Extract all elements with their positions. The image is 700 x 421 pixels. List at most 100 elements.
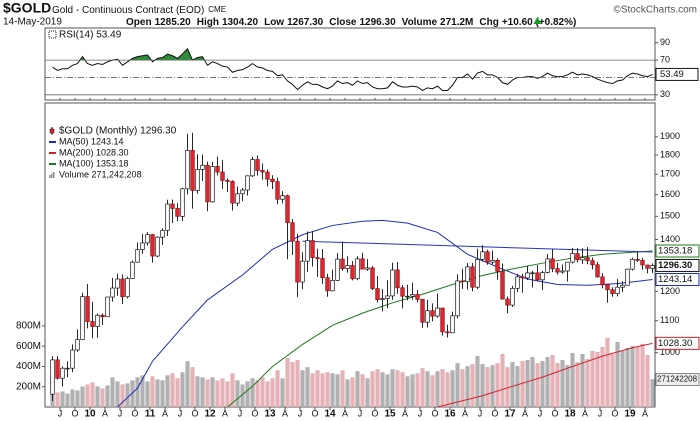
candle-body: [225, 180, 230, 182]
volume-bar: [545, 357, 550, 407]
candle-body: [80, 296, 85, 340]
volume-bar: [255, 380, 260, 407]
volume-bar: [400, 372, 405, 407]
x-tick-label: 17: [504, 409, 516, 420]
rsi-overbought-fill: [80, 48, 205, 61]
volume-bar: [160, 380, 165, 407]
candle-body: [110, 287, 115, 298]
volume-last-box: [655, 373, 700, 387]
legend-label: MA(50) 1243.14: [59, 136, 124, 146]
volume-bar: [465, 366, 470, 407]
volume-bar: [135, 377, 140, 407]
volume-bar: [615, 341, 620, 407]
candle-body: [210, 166, 215, 203]
volume-bar: [95, 386, 100, 407]
candle-body: [480, 251, 485, 260]
x-tick-label: A: [222, 408, 228, 418]
volume-bar: [650, 379, 655, 407]
candle-body: [415, 294, 420, 300]
y-tick-label: 1500: [660, 211, 680, 221]
x-tick-label: O: [431, 408, 438, 418]
x-tick-label: A: [162, 408, 168, 418]
candle-body: [320, 258, 325, 279]
candle-body: [180, 188, 185, 217]
volume-bar: [280, 378, 285, 407]
volume-bar: [325, 372, 330, 407]
x-tick-label: 15: [384, 409, 396, 420]
candle-body: [250, 159, 255, 177]
candle-body: [245, 175, 250, 191]
volume-bar: [365, 378, 370, 407]
trendline: [302, 240, 653, 253]
candle-body: [125, 278, 130, 298]
volume-bar: [140, 375, 145, 407]
x-tick-label: O: [551, 408, 558, 418]
volume-bar: [290, 362, 295, 407]
candle-body: [405, 295, 410, 298]
moving-average: [117, 219, 653, 407]
candle-body: [280, 195, 285, 200]
x-tick-label: O: [131, 408, 138, 418]
volume-bar: [305, 367, 310, 407]
candle-body: [380, 298, 385, 300]
volume-bar: [85, 384, 90, 407]
volume-bar: [165, 375, 170, 407]
x-tick-label: A: [402, 408, 408, 418]
candle-body: [290, 222, 295, 242]
legend-label: MA(100) 1353.18: [59, 158, 129, 168]
volume-bar: [610, 354, 615, 407]
volume-bar: [410, 374, 415, 407]
volume-bar: [235, 380, 240, 407]
volume-bar: [80, 386, 85, 407]
x-tick-label: 10: [84, 409, 96, 420]
x-tick-label: J: [238, 408, 243, 418]
candle-body: [145, 234, 150, 244]
candle-body: [235, 193, 240, 204]
candle-body: [385, 295, 390, 299]
volume-bar: [300, 370, 305, 407]
candle-body: [495, 260, 500, 272]
x-tick-label: J: [178, 408, 183, 418]
candle-body: [490, 260, 495, 263]
candle-body: [270, 178, 275, 182]
volume-bar: [495, 363, 500, 407]
y-tick-label: 1700: [660, 169, 680, 179]
candle-body: [620, 284, 625, 288]
volume-bar: [600, 347, 605, 407]
volume-bar: [525, 360, 530, 407]
x-tick-label: J: [538, 408, 543, 418]
candle-body: [610, 289, 615, 295]
volume-bar: [490, 365, 495, 407]
candle-body: [590, 260, 595, 266]
volume-bar: [640, 343, 645, 407]
candle-body: [430, 310, 435, 317]
volume-bar: [385, 374, 390, 407]
volume-bar: [230, 373, 235, 407]
volume-bar: [200, 377, 205, 407]
rsi-y-tick-label: 30: [660, 89, 670, 99]
candle-body: [460, 280, 465, 283]
candle-body: [215, 166, 220, 173]
candle-body: [515, 276, 520, 289]
stat-label: Low: [264, 17, 284, 28]
candle-body: [585, 257, 590, 261]
candle-body: [60, 367, 65, 379]
candle-body: [615, 286, 620, 295]
candle-body: [100, 314, 105, 318]
volume-bar: [295, 360, 300, 407]
candle-body: [640, 260, 645, 266]
candle-body: [425, 310, 430, 323]
candle-body: [410, 294, 415, 297]
volume-bar: [460, 369, 465, 407]
candle-body: [635, 258, 640, 261]
x-tick-label: A: [282, 408, 288, 418]
candle-body: [445, 331, 450, 334]
x-tick-label: A: [522, 408, 528, 418]
x-tick-label: O: [371, 408, 378, 418]
candle-body: [165, 203, 170, 231]
x-tick-label: A: [642, 408, 648, 418]
volume-last-label: 271242208: [657, 375, 698, 384]
volume-bar: [335, 374, 340, 407]
candle-body: [140, 242, 145, 250]
x-tick-label: A: [462, 408, 468, 418]
